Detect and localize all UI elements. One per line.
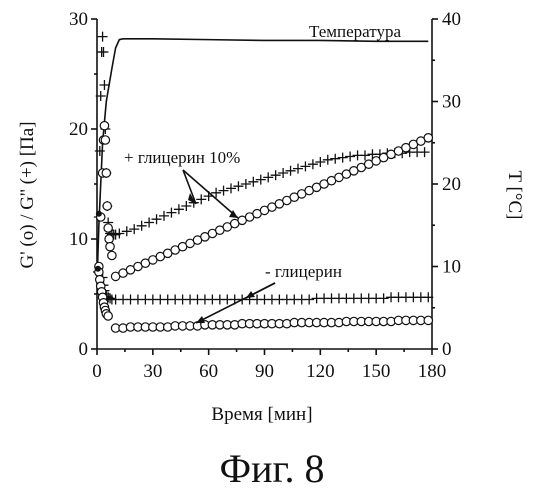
plus-point xyxy=(293,164,303,174)
figure-caption: Фиг. 8 xyxy=(220,446,325,491)
y-axis-right-label: T [°C] xyxy=(504,171,525,220)
y-right-tick-label: 30 xyxy=(442,92,461,113)
circle-point xyxy=(100,122,108,130)
y-right-tick-label: 10 xyxy=(442,257,461,278)
x-tick-label: 0 xyxy=(92,361,102,382)
plus-point xyxy=(233,181,243,191)
arrow-glycerin-circle xyxy=(183,170,238,218)
y-right-tick-label: 20 xyxy=(442,174,461,195)
plus-point xyxy=(420,147,430,157)
y-axis-left-label: G' (o) / G'' (+) [Па] xyxy=(17,121,38,268)
plus-point xyxy=(379,293,389,303)
plus-point xyxy=(99,47,109,57)
plus-point xyxy=(300,161,310,171)
plus-point xyxy=(315,157,325,167)
circle-point xyxy=(106,243,114,251)
annotation-temperature: Температура xyxy=(309,22,401,41)
plus-point xyxy=(304,295,314,305)
y-left-tick-label: 20 xyxy=(69,119,88,140)
plus-point xyxy=(241,179,251,189)
x-tick-label: 150 xyxy=(362,361,391,382)
x-tick-label: 30 xyxy=(143,361,162,382)
y-right-tick-label: 0 xyxy=(442,339,452,360)
plus-point xyxy=(256,175,266,185)
circle-point xyxy=(424,316,432,324)
start-point xyxy=(96,211,102,217)
circle-point xyxy=(102,169,110,177)
plus-point xyxy=(345,152,355,162)
plus-point xyxy=(263,172,273,182)
annotation-without-glycerin: - глицерин xyxy=(265,262,342,281)
circle-point xyxy=(105,235,113,243)
x-tick-label: 120 xyxy=(306,361,335,382)
y-left-tick-label: 10 xyxy=(69,229,88,250)
y-right-tick-label: 40 xyxy=(442,9,461,30)
annotation-with-glycerin: + глицерин 10% xyxy=(124,148,240,167)
data-marks xyxy=(93,32,433,333)
start-point xyxy=(95,266,101,272)
y-left-tick-label: 0 xyxy=(79,339,89,360)
plus-point xyxy=(226,183,236,193)
circle-point xyxy=(104,224,112,232)
x-tick-label: 90 xyxy=(255,361,274,382)
plus-point xyxy=(248,177,258,187)
circle-point xyxy=(108,251,116,259)
plus-point xyxy=(122,226,132,236)
circle-point xyxy=(103,202,111,210)
x-tick-label: 60 xyxy=(199,361,218,382)
x-tick-label: 180 xyxy=(418,361,447,382)
circle-point xyxy=(104,312,112,320)
plus-point xyxy=(360,150,370,160)
circle-point xyxy=(101,136,109,144)
plus-point xyxy=(323,155,333,165)
circle-point xyxy=(424,134,432,142)
plus-point xyxy=(286,166,296,176)
plus-point xyxy=(278,168,288,178)
x-axis-label: Время [мин] xyxy=(211,404,312,425)
plus-point xyxy=(219,186,229,196)
arrow-noglycerin-circle xyxy=(196,283,275,323)
plus-point xyxy=(98,32,108,42)
plus-point xyxy=(271,170,281,180)
y-left-tick-label: 30 xyxy=(69,9,88,30)
plus-point xyxy=(338,153,348,163)
plus-point xyxy=(330,154,340,164)
plus-point xyxy=(308,159,318,169)
